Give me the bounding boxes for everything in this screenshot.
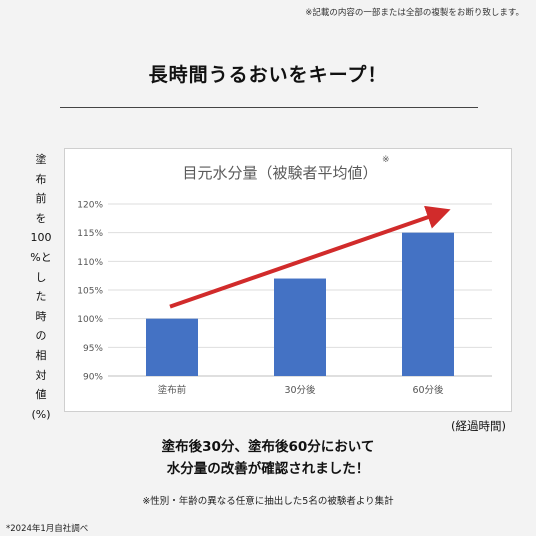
x-tick-label: 30分後: [284, 384, 316, 396]
headline: 長時間うるおいをキープ！: [148, 64, 388, 86]
y-axis-label-char: 対: [35, 368, 47, 382]
x-tick-label: 60分後: [412, 384, 444, 396]
y-tick-label: 105%: [77, 287, 103, 297]
bar-3: [402, 232, 454, 376]
y-axis-label-char: %と: [30, 250, 52, 264]
conclusion-line-2: 水分量の改善が確認されました！: [166, 461, 370, 477]
bar-chart: 90% 95% 100% 105% 110% 115% 120% 塗布前 30分後 60分後 目元…: [77, 155, 492, 396]
survey-date-note: *2024年1月自社調べ: [6, 524, 89, 534]
y-axis-label-char: し: [35, 270, 47, 284]
conclusion-text: 塗布後30分、塗布後60分において 水分量の改善が確認されました！: [0, 436, 536, 480]
x-axis-label: (経過時間): [451, 419, 506, 433]
y-tick-label: 110%: [77, 258, 103, 268]
y-axis-label: 塗布前を 100 %とした時の相対値 (%): [28, 150, 54, 424]
y-axis-label-char: を: [35, 211, 47, 225]
y-axis-label-char: 布: [35, 172, 47, 186]
y-axis-label-char: 相: [35, 348, 47, 362]
y-axis-label-char: の: [35, 329, 47, 343]
trend-arrow: [169, 205, 451, 309]
chart-title: 目元水分量（被験者平均値）: [182, 164, 377, 182]
y-tick-label: 90%: [83, 373, 103, 383]
y-tick-label: 115%: [77, 229, 103, 239]
y-axis-label-char: 時: [35, 309, 47, 323]
y-axis-label-char: 値: [35, 388, 47, 402]
x-tick-label: 塗布前: [158, 384, 187, 396]
y-axis-label-char: (%): [31, 407, 51, 421]
chart-title-mark: ※: [382, 155, 390, 165]
footnote: ※性別・年齢の異なる任意に抽出した5名の被験者より集計: [142, 496, 394, 507]
y-axis-label-char: 塗: [35, 153, 47, 166]
y-tick-label: 100%: [77, 315, 103, 325]
divider: [60, 107, 478, 108]
copyright-notice: ※記載の内容の一部または全部の複製をお断り致します。: [305, 8, 524, 18]
y-axis-label-char: た: [35, 290, 47, 304]
y-axis-label-char: 前: [35, 192, 47, 206]
bar-1: [146, 318, 198, 376]
y-tick-label: 120%: [77, 201, 103, 211]
conclusion-line-1: 塗布後30分、塗布後60分において: [161, 439, 375, 455]
y-tick-label: 95%: [83, 344, 103, 354]
y-axis-label-char: 100: [30, 231, 52, 245]
bar-2: [274, 278, 326, 376]
